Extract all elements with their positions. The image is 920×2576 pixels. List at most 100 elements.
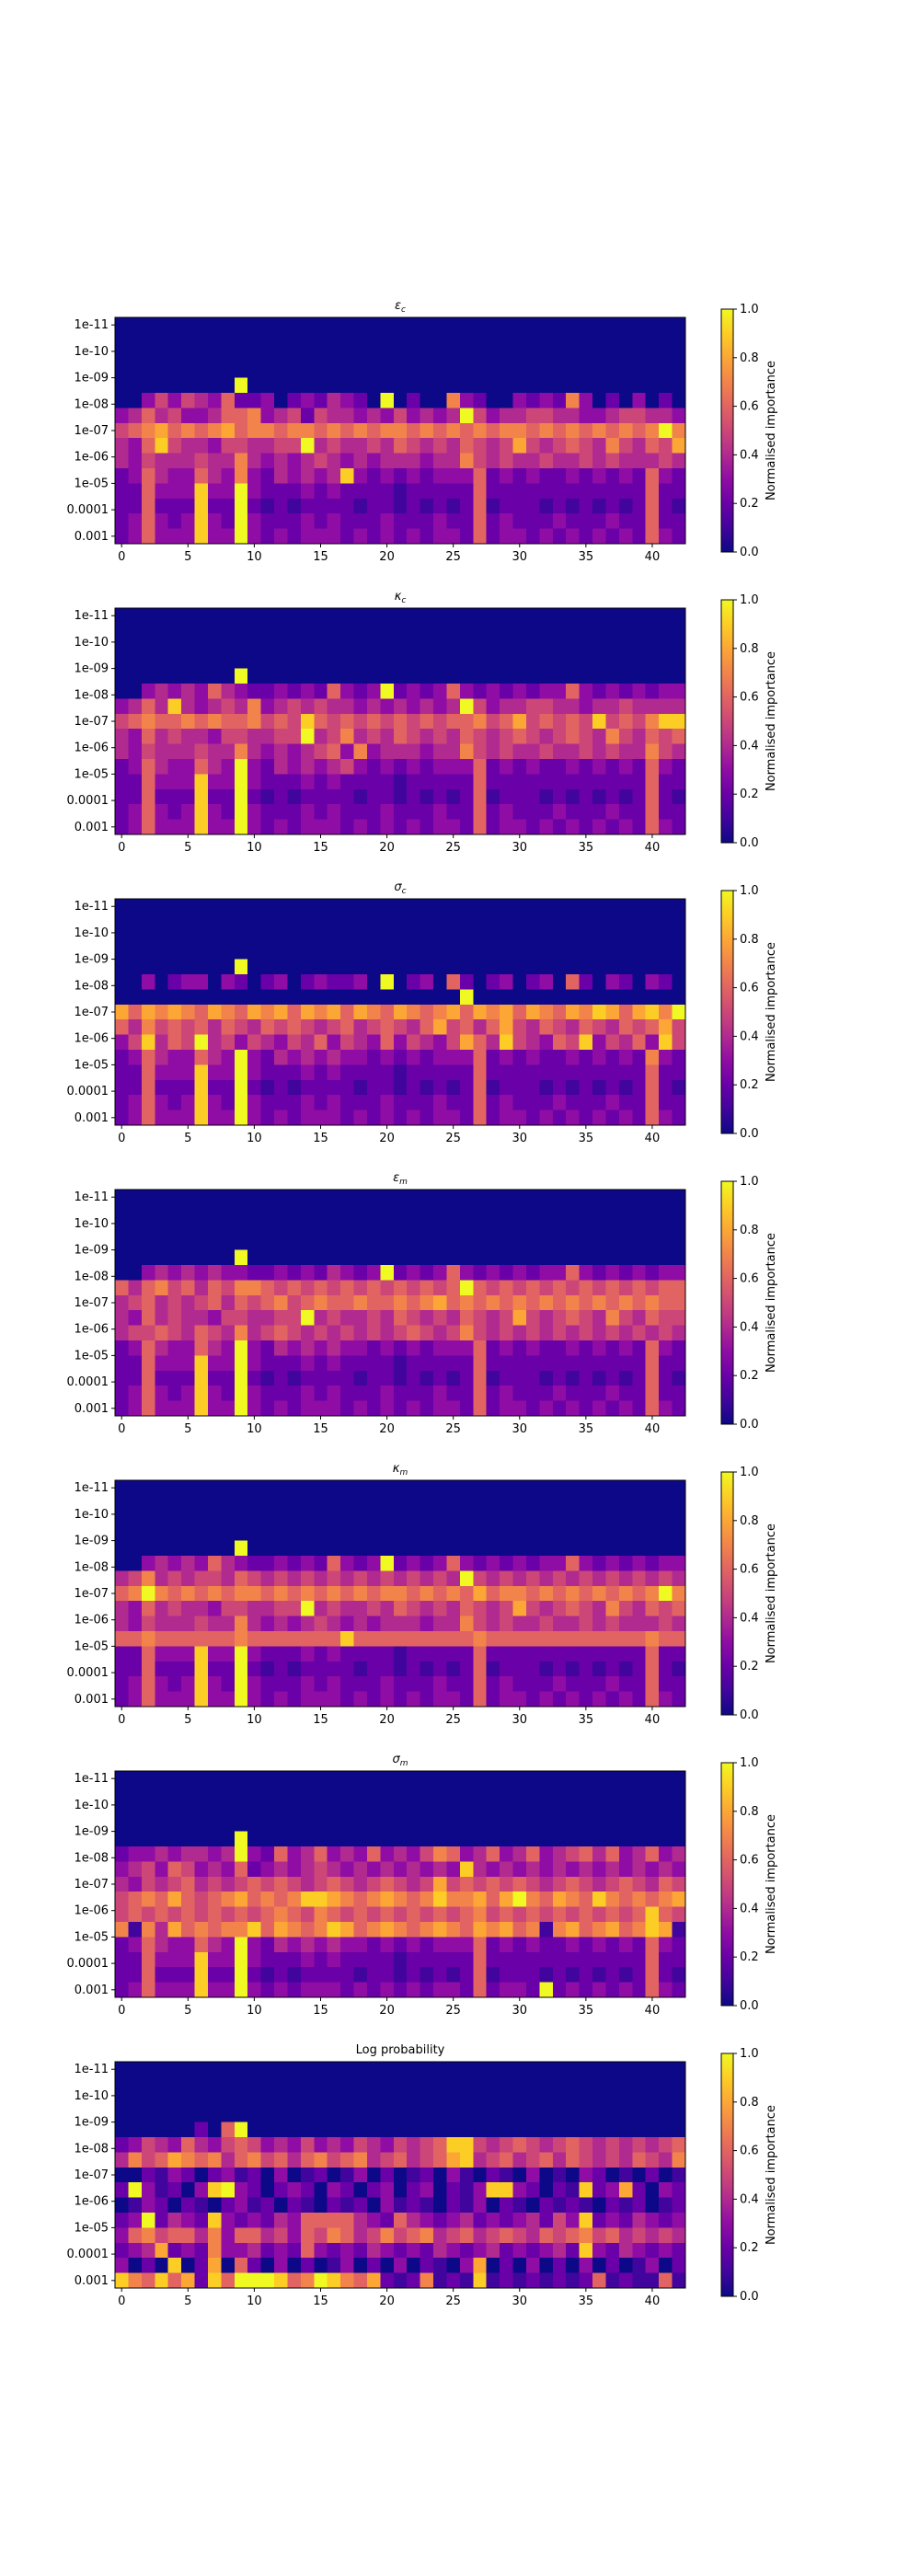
heatmap-cell [446,1400,461,1417]
heatmap-cell [672,1876,686,1892]
heatmap-cell [539,513,554,530]
heatmap-cell [327,1340,341,1356]
heatmap-cell [167,2076,182,2093]
heatmap-cell [300,1110,315,1126]
heatmap-cell [473,1034,488,1051]
heatmap-cell [672,1816,686,1833]
heatmap-cell [605,2091,620,2108]
heatmap-cell [247,1861,262,1878]
heatmap-cell [446,468,461,484]
heatmap-cell [459,989,474,1006]
heatmap-cell [327,1480,341,1496]
heatmap-cell [247,804,262,821]
heatmap-cell [605,1631,620,1647]
heatmap-cell [393,1370,408,1386]
heatmap-cell [659,1019,673,1036]
heatmap-cell [592,989,606,1006]
heatmap-cell [433,1249,447,1266]
heatmap-cell [181,1019,196,1036]
heatmap-cell [247,1325,262,1341]
heatmap-cell [659,974,673,990]
heatmap-cell [500,362,514,379]
heatmap-cell [393,1095,408,1111]
colorbar-tick-label: 1.0 [740,593,759,607]
heatmap-cell [459,959,474,975]
heatmap-cell [260,1631,275,1647]
heatmap-cell [234,1034,248,1051]
heatmap-cell [221,2197,236,2214]
heatmap-cell [393,1876,408,1892]
heatmap-cell [552,1064,567,1081]
heatmap-cell [459,2076,474,2093]
heatmap-cell [566,1480,581,1496]
heatmap-cell [473,377,488,394]
heatmap-cell [486,2272,500,2289]
heatmap-cell [155,347,169,363]
heatmap-cell [247,684,262,699]
heatmap-cell [366,819,381,835]
heatmap-cell [539,1110,554,1126]
heatmap-cell [353,1310,368,1327]
heatmap-cell [300,1525,315,1542]
heatmap-cell [659,317,673,333]
heatmap-cell [115,668,129,684]
heatmap-cell [141,1601,155,1617]
heatmap-cell [353,1585,368,1602]
heatmap-cell [274,668,288,684]
heatmap-cell [446,638,461,654]
heatmap-cell [167,1265,182,1281]
heatmap-cell [194,1034,209,1051]
heatmap-cell [407,804,421,821]
heatmap-cell [314,2213,328,2228]
heatmap-cell [592,1631,606,1647]
heatmap-cell [340,2137,355,2153]
heatmap-cell [247,1280,262,1296]
x-tick-label: 20 [379,2004,395,2018]
heatmap-cell [566,2062,581,2077]
heatmap-cell [446,1906,461,1923]
heatmap-cell [128,2076,143,2093]
heatmap-cell [420,914,434,930]
heatmap-cell [420,899,434,914]
heatmap-cell [672,1095,686,1111]
heatmap-cell [446,788,461,805]
heatmap-cell [645,759,660,775]
heatmap-cell [340,1495,355,1512]
heatmap-cell [592,1786,606,1802]
heatmap-cell [340,959,355,975]
heatmap-cell [512,713,527,730]
heatmap-cell [592,2076,606,2093]
heatmap-cell [525,1004,540,1020]
heatmap-cell [592,1556,606,1571]
heatmap-cell [605,498,620,514]
heatmap-cell [247,408,262,424]
heatmap-cell [459,2137,474,2153]
heatmap-cell [659,1340,673,1356]
heatmap-cell [181,1540,196,1557]
heatmap-cell [300,1310,315,1327]
heatmap-cell [234,989,248,1006]
heatmap-cell [141,1510,155,1526]
heatmap-cell [566,1585,581,1602]
heatmap-cell [221,1876,236,1892]
heatmap-cell [300,468,315,484]
heatmap-cell [393,2182,408,2199]
heatmap-cell [672,1325,686,1341]
heatmap-cell [672,1355,686,1372]
heatmap-cell [274,2227,288,2244]
heatmap-cell [181,759,196,775]
heatmap-cell [221,638,236,654]
heatmap-cell [632,468,647,484]
heatmap-cell [340,698,355,715]
heatmap-cell [433,1294,447,1311]
heatmap-cell [500,1190,514,1205]
heatmap-cell [486,2062,500,2077]
heatmap-cell [115,2076,129,2093]
heatmap-cell [407,1691,421,1708]
heatmap-cell [234,1249,248,1266]
heatmap-cell [300,608,315,624]
heatmap-cell [473,1310,488,1327]
heatmap-cell [632,713,647,730]
heatmap-cell [380,2062,395,2077]
heatmap-cell [473,1661,488,1677]
